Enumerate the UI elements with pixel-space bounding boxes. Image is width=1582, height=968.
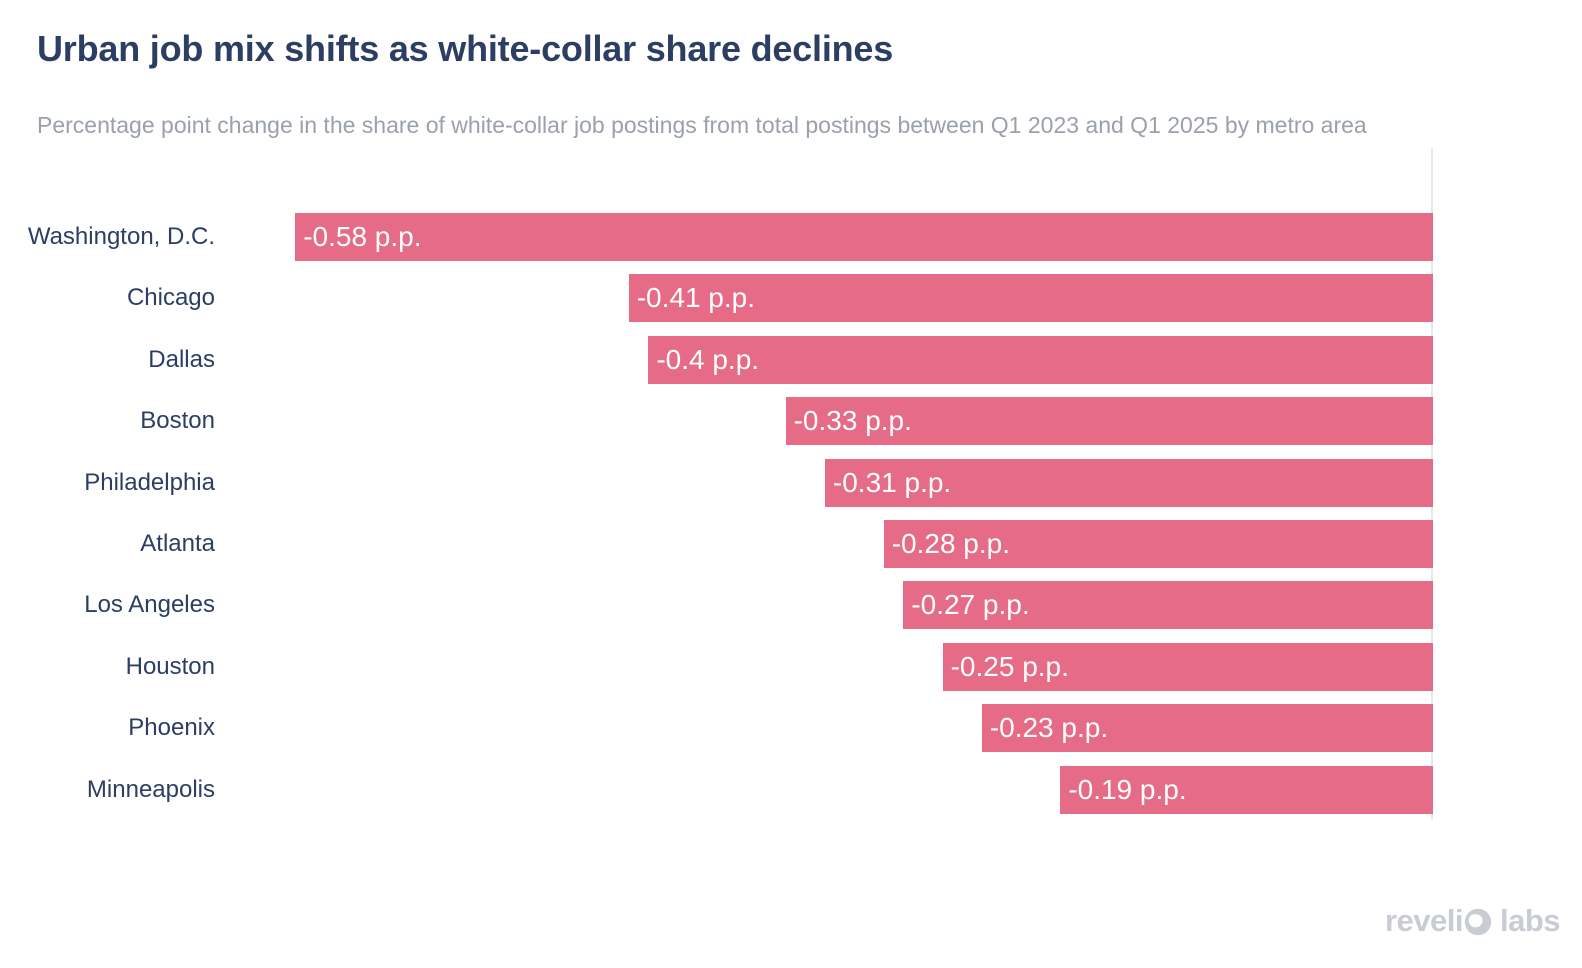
chart-subtitle: Percentage point change in the share of … [37,112,1367,138]
chart-title: Urban job mix shifts as white-collar sha… [37,28,894,69]
category-label: Minneapolis [86,775,215,803]
category-label: Chicago [126,284,215,312]
bar: -0.31 p.p. [824,458,1433,507]
bar: -0.33 p.p. [785,397,1433,446]
bar: -0.23 p.p. [981,704,1433,753]
brand-logo: reveli labs [1384,903,1561,939]
bar-row: Boston -0.33 p.p. [0,397,1433,446]
bar-chart: Washington, D.C. -0.58 p.p. Chicago -0.4… [0,213,1433,827]
bar: -0.58 p.p. [295,213,1433,261]
bar-row: Atlanta -0.28 p.p. [0,519,1433,568]
category-label: Boston [140,407,215,435]
bar: -0.28 p.p. [883,519,1433,568]
bar-row: Chicago -0.41 p.p. [0,274,1433,323]
bar-value-label: -0.31 p.p. [832,466,952,498]
category-label: Los Angeles [84,591,215,619]
revelio-droplet-icon [1464,908,1492,936]
bar-value-label: -0.33 p.p. [793,405,912,437]
bar: -0.27 p.p. [903,581,1433,630]
bar-row: Los Angeles -0.27 p.p. [0,581,1433,630]
bar-row: Washington, D.C. -0.58 p.p. [0,213,1433,261]
category-label: Washington, D.C. [27,223,215,250]
bar-row: Philadelphia -0.31 p.p. [0,458,1433,507]
bar-value-label: -0.4 p.p. [656,343,760,375]
bar-row: Minneapolis -0.19 p.p. [0,765,1433,814]
bar: -0.25 p.p. [942,642,1433,691]
bar-value-label: -0.23 p.p. [989,712,1109,744]
category-label: Houston [125,652,215,680]
category-label: Philadelphia [84,468,215,496]
bar-value-label: -0.58 p.p. [303,221,422,252]
bar: -0.19 p.p. [1060,765,1433,814]
brand-logo-text-right: labs [1499,903,1561,938]
bar-value-label: -0.25 p.p. [950,650,1069,682]
bar: -0.41 p.p. [628,274,1433,323]
brand-logo-text-left: reveli [1384,903,1464,938]
category-label: Dallas [148,345,215,373]
bar-value-label: -0.28 p.p. [891,527,1011,559]
bar-row: Houston -0.25 p.p. [0,642,1433,691]
bar-value-label: -0.27 p.p. [911,589,1030,621]
category-label: Phoenix [128,714,215,742]
category-label: Atlanta [140,529,215,557]
bar-row: Dallas -0.4 p.p. [0,335,1433,384]
bar-row: Phoenix -0.23 p.p. [0,704,1433,753]
bar: -0.4 p.p. [648,335,1433,384]
bar-value-label: -0.41 p.p. [636,282,756,314]
bar-value-label: -0.19 p.p. [1068,773,1187,805]
